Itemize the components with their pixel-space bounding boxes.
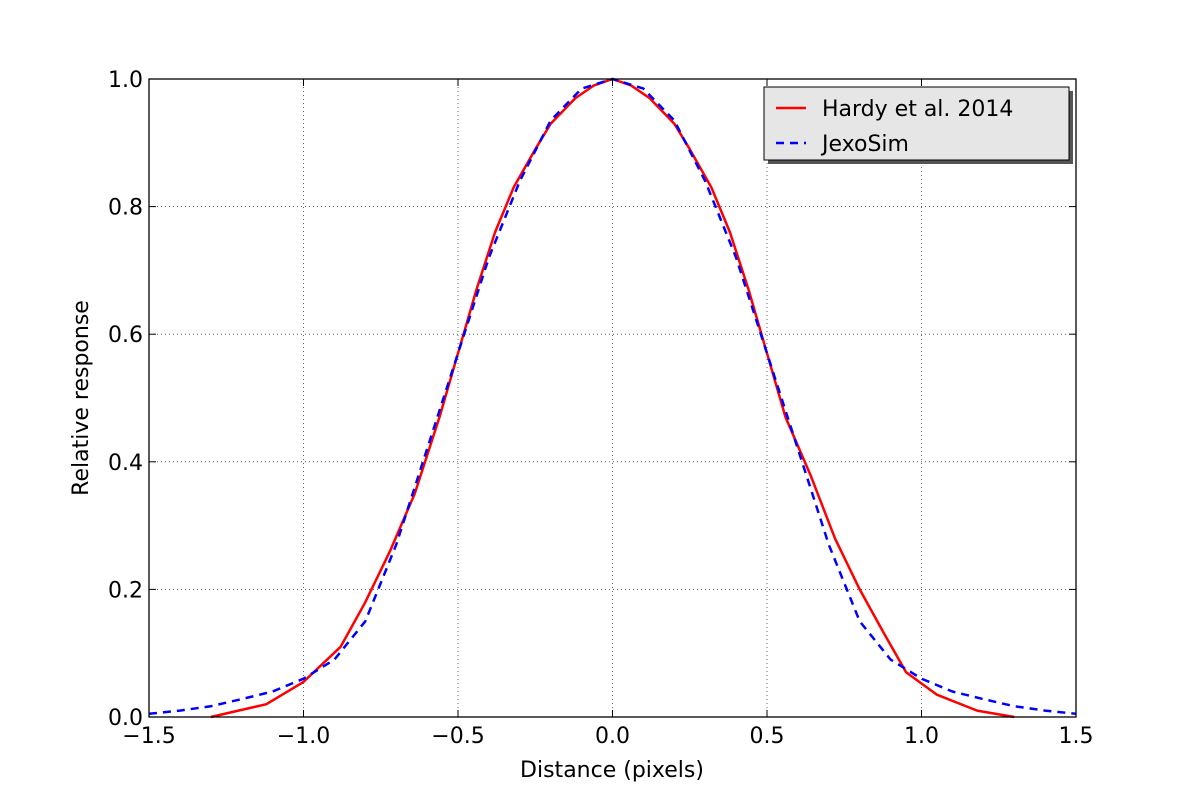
x-tick-label: 1.5 — [1059, 724, 1094, 749]
legend-label-hardy: Hardy et al. 2014 — [822, 97, 1013, 122]
x-tick-label: 0.0 — [595, 724, 630, 749]
x-tick-label: −0.5 — [431, 724, 484, 749]
y-tick-label: 0.8 — [108, 196, 143, 221]
x-tick-label: −1.0 — [277, 724, 330, 749]
x-tick-label: −1.5 — [122, 724, 175, 749]
axis-ticks — [148, 78, 1077, 718]
legend: Hardy et al. 2014 JexoSim — [763, 86, 1073, 164]
x-tick-label: 0.5 — [750, 724, 785, 749]
x-axis-label: Distance (pixels) — [520, 758, 704, 783]
tick-labels: −1.5 −1.0 −0.5 0.0 0.5 1.0 1.5 0.0 0.2 0.4 0.6 0.8 1… — [108, 68, 1094, 749]
y-tick-label: 0.6 — [108, 323, 143, 348]
legend-box — [763, 86, 1070, 161]
y-axis-label: Relative response — [69, 300, 94, 496]
y-tick-label: 0.2 — [108, 578, 143, 603]
grid-lines — [149, 79, 1076, 717]
legend-label-jexosim: JexoSim — [820, 132, 909, 157]
y-tick-label: 0.4 — [108, 451, 143, 476]
x-tick-label: 1.0 — [904, 724, 939, 749]
y-tick-label: 0.0 — [108, 706, 143, 731]
y-tick-label: 1.0 — [108, 68, 143, 93]
